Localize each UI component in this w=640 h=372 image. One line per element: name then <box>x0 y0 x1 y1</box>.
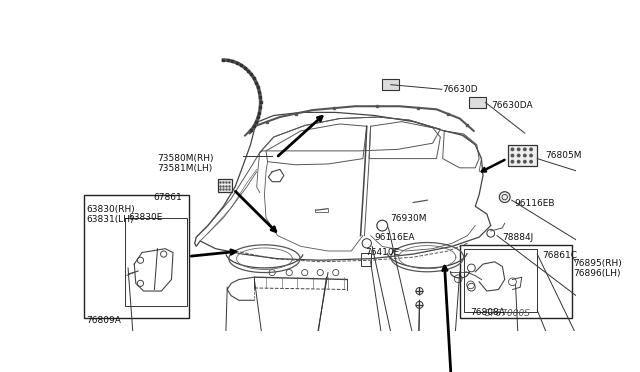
Bar <box>84 195 189 318</box>
Bar <box>469 97 486 108</box>
Bar <box>463 249 537 312</box>
Bar <box>362 253 371 266</box>
Text: S767000S: S767000S <box>484 309 531 318</box>
Text: 76895(RH)
76896(LH): 76895(RH) 76896(LH) <box>573 259 621 278</box>
Text: 76630D: 76630D <box>443 85 478 94</box>
Bar <box>508 145 537 166</box>
Text: 76805M: 76805M <box>545 151 582 160</box>
Circle shape <box>523 160 527 164</box>
Text: 96116EA: 96116EA <box>374 232 415 241</box>
Bar <box>218 179 232 192</box>
Circle shape <box>511 147 515 151</box>
Text: 76930M: 76930M <box>390 214 426 223</box>
Circle shape <box>516 154 520 157</box>
Text: 78884J: 78884J <box>502 233 534 242</box>
Text: 63830E: 63830E <box>128 212 163 221</box>
Circle shape <box>516 147 520 151</box>
Circle shape <box>523 147 527 151</box>
Text: 76809A: 76809A <box>86 316 121 325</box>
Bar <box>382 79 399 90</box>
Text: 63830(RH)
63831(LH): 63830(RH) 63831(LH) <box>86 205 135 224</box>
Text: 96116EB: 96116EB <box>514 199 554 208</box>
Circle shape <box>523 154 527 157</box>
Text: 76630DA: 76630DA <box>491 101 532 110</box>
Circle shape <box>529 160 533 164</box>
Text: 76808A: 76808A <box>470 308 506 317</box>
Circle shape <box>529 154 533 157</box>
Text: 76410E: 76410E <box>365 248 399 257</box>
Bar <box>125 218 187 307</box>
Circle shape <box>511 154 515 157</box>
Text: 67861: 67861 <box>154 193 182 202</box>
Circle shape <box>516 160 520 164</box>
Text: 73580M(RH)
73581M(LH): 73580M(RH) 73581M(LH) <box>157 154 214 173</box>
Circle shape <box>529 147 533 151</box>
Circle shape <box>511 160 515 164</box>
Bar <box>460 245 572 318</box>
Text: 76861C: 76861C <box>542 251 577 260</box>
Circle shape <box>499 192 510 202</box>
